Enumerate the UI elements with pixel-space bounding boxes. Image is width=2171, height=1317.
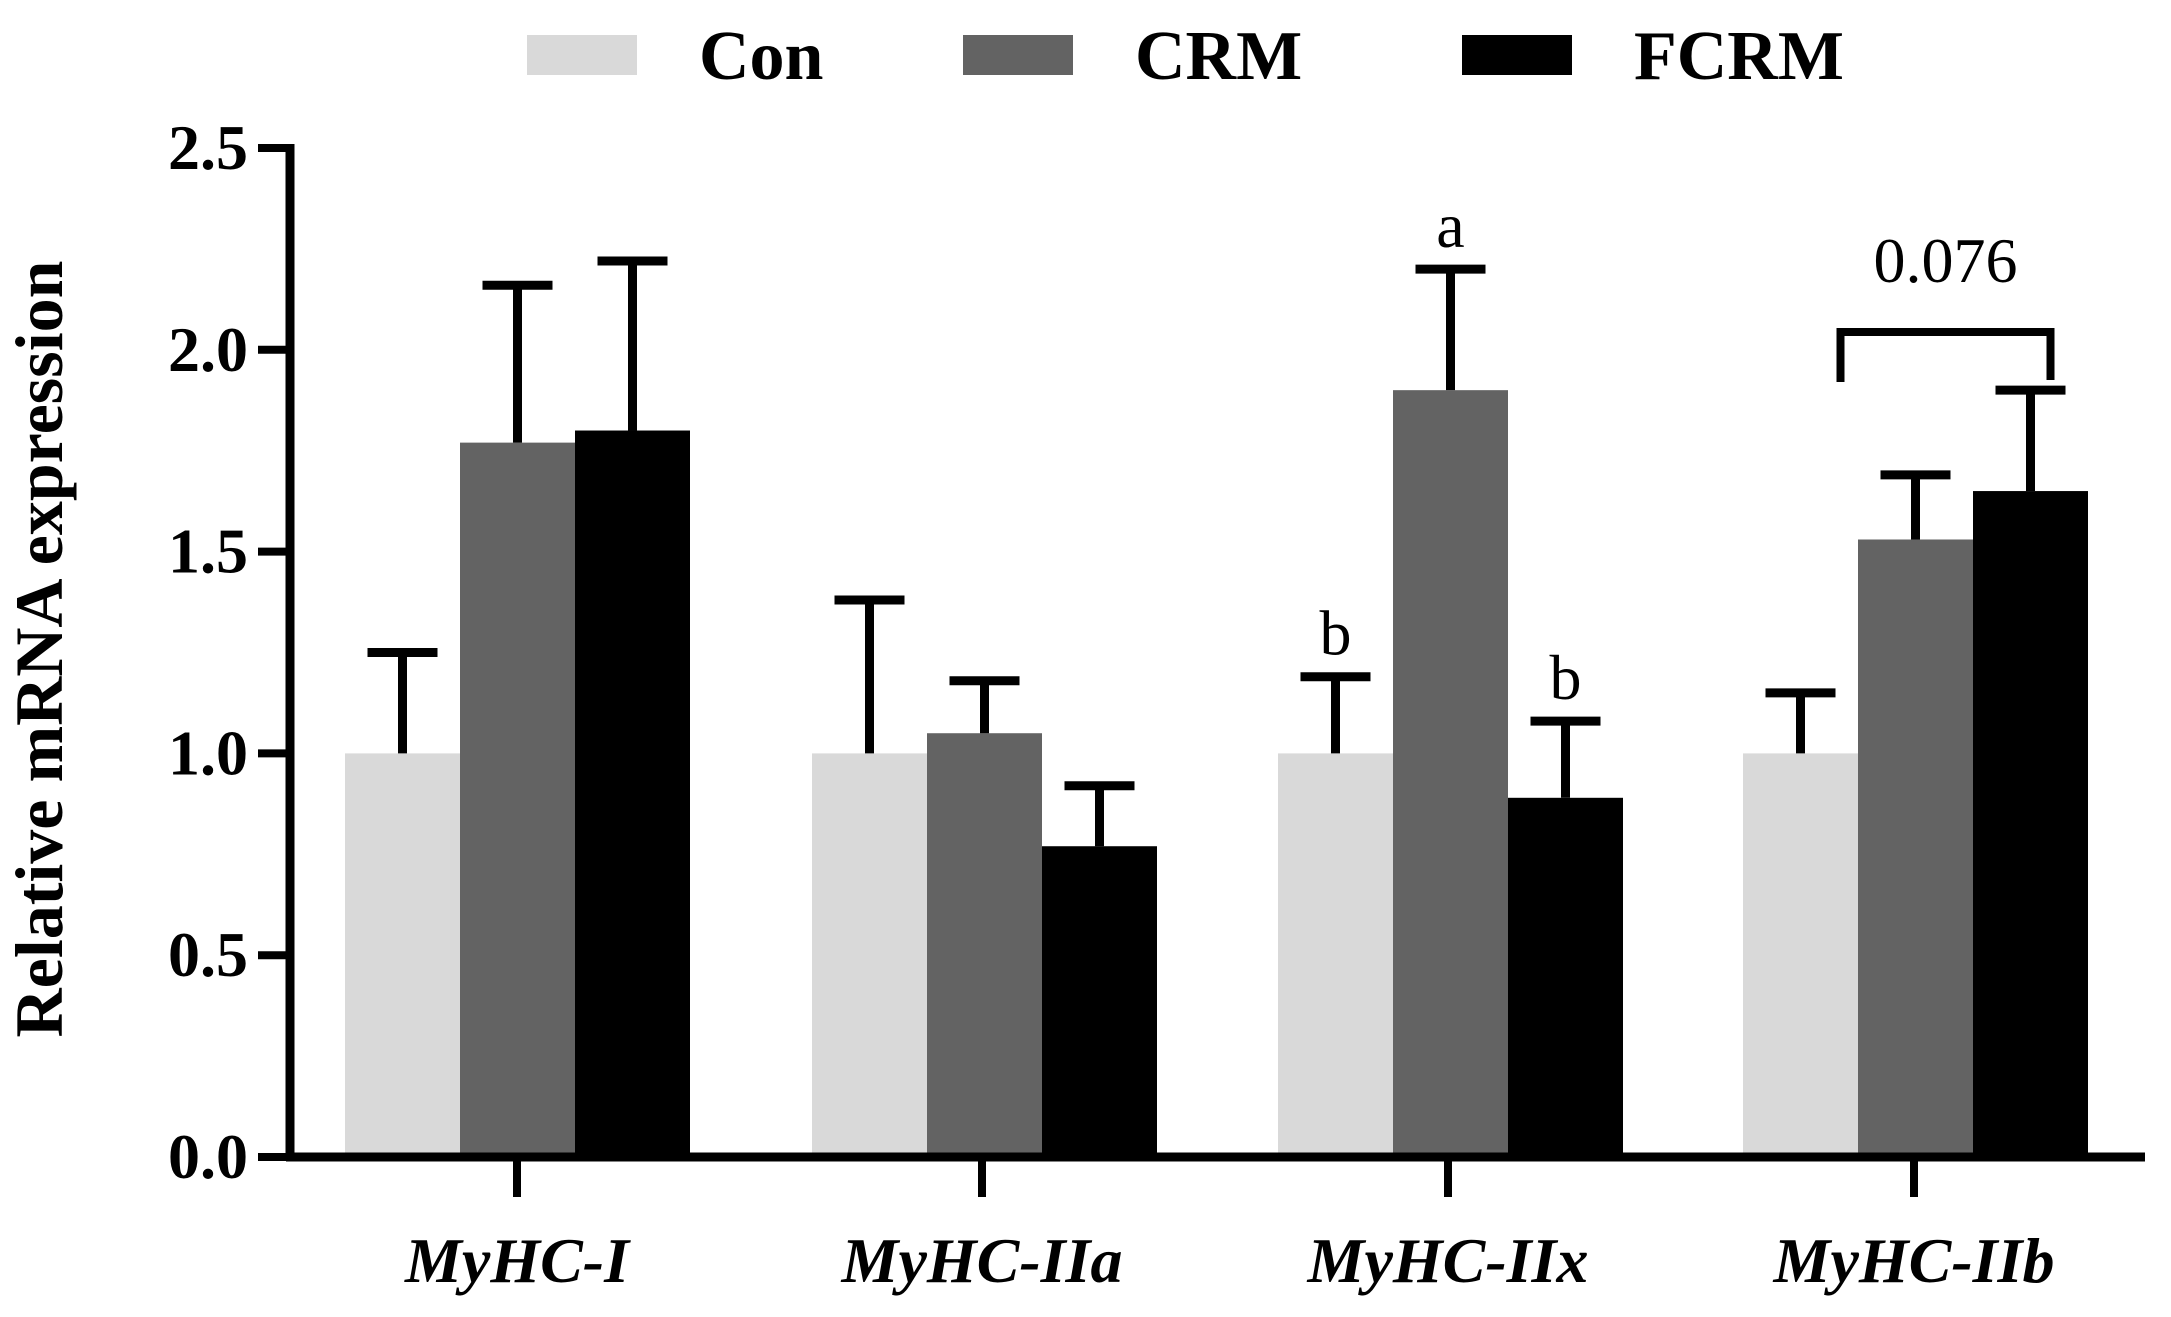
bar-fcrm-myhc-iib: [1973, 491, 2088, 1157]
p-value-label: 0.076: [1874, 225, 2018, 296]
legend-swatch-fcrm: [1462, 35, 1572, 75]
y-tick-label: 1.0: [168, 717, 248, 788]
y-axis-label: Relative mRNA expression: [1, 261, 77, 1038]
axes: 0.0 0.5 1.0 1.5 2.0 2.5 MyHC-I MyHC-IIa MyHC-IIx…: [168, 112, 2145, 1296]
y-tick-label: 2.5: [168, 112, 248, 183]
bar-fcrm-myhc-i: [575, 430, 690, 1157]
legend-swatch-con: [527, 35, 637, 75]
y-tick-label: 2.0: [168, 314, 248, 385]
x-tick-label: MyHC-I: [404, 1225, 631, 1296]
bar-crm-myhc-iib: [1858, 539, 1973, 1157]
y-tick-label: 1.5: [168, 516, 248, 587]
bar-con-myhc-iia: [812, 753, 927, 1157]
error-bars-layer: [367, 256, 2066, 847]
bar-con-myhc-i: [345, 753, 460, 1157]
bar-crm-myhc-iia: [927, 733, 1042, 1157]
legend-label-crm: CRM: [1135, 18, 1302, 95]
bar-con-myhc-iix: [1278, 753, 1393, 1157]
bar-fcrm-myhc-iix: [1508, 797, 1623, 1157]
y-tick-label: 0.0: [168, 1121, 248, 1192]
legend: Con CRM FCRM: [527, 18, 1844, 95]
significance-bracket: [1836, 328, 2055, 382]
bar-crm-myhc-i: [460, 442, 575, 1157]
annotations-layer: b a b 0.076: [1320, 190, 2055, 713]
x-tick-label: MyHC-IIb: [1773, 1225, 2055, 1296]
significance-letter: a: [1436, 190, 1464, 261]
x-tick-label: MyHC-IIa: [841, 1225, 1123, 1296]
legend-label-con: Con: [699, 18, 823, 95]
bar-con-myhc-iib: [1743, 753, 1858, 1157]
x-tick-label: MyHC-IIx: [1307, 1225, 1589, 1296]
bar-crm-myhc-iix: [1393, 390, 1508, 1157]
legend-label-fcrm: FCRM: [1634, 18, 1844, 95]
legend-swatch-crm: [963, 35, 1073, 75]
y-tick-label: 0.5: [168, 919, 248, 990]
bars-layer: [345, 390, 2088, 1157]
bar-fcrm-myhc-iia: [1042, 846, 1157, 1157]
significance-letter: b: [1550, 642, 1582, 713]
significance-letter: b: [1320, 598, 1352, 669]
